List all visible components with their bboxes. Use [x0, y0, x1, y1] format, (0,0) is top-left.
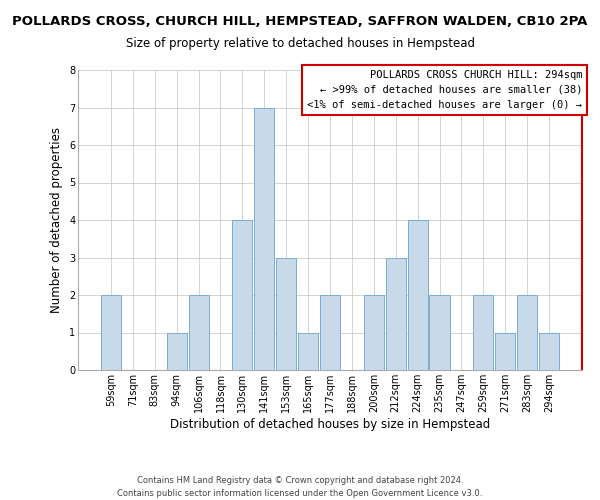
Bar: [517, 295, 537, 370]
Bar: [495, 332, 515, 370]
Bar: [407, 220, 428, 370]
Bar: [430, 295, 449, 370]
Bar: [473, 295, 493, 370]
X-axis label: Distribution of detached houses by size in Hempstead: Distribution of detached houses by size …: [170, 418, 490, 430]
Text: Size of property relative to detached houses in Hempstead: Size of property relative to detached ho…: [125, 38, 475, 51]
Text: POLLARDS CROSS CHURCH HILL: 294sqm
← >99% of detached houses are smaller (38)
<1: POLLARDS CROSS CHURCH HILL: 294sqm ← >99…: [307, 70, 582, 110]
Bar: [298, 332, 318, 370]
Bar: [188, 295, 209, 370]
Bar: [386, 258, 406, 370]
Bar: [232, 220, 253, 370]
Bar: [101, 295, 121, 370]
Text: POLLARDS CROSS, CHURCH HILL, HEMPSTEAD, SAFFRON WALDEN, CB10 2PA: POLLARDS CROSS, CHURCH HILL, HEMPSTEAD, …: [13, 15, 587, 28]
Bar: [167, 332, 187, 370]
Bar: [539, 332, 559, 370]
Bar: [364, 295, 384, 370]
Y-axis label: Number of detached properties: Number of detached properties: [50, 127, 64, 313]
Bar: [320, 295, 340, 370]
Bar: [276, 258, 296, 370]
Bar: [254, 108, 274, 370]
Text: Contains HM Land Registry data © Crown copyright and database right 2024.
Contai: Contains HM Land Registry data © Crown c…: [118, 476, 482, 498]
